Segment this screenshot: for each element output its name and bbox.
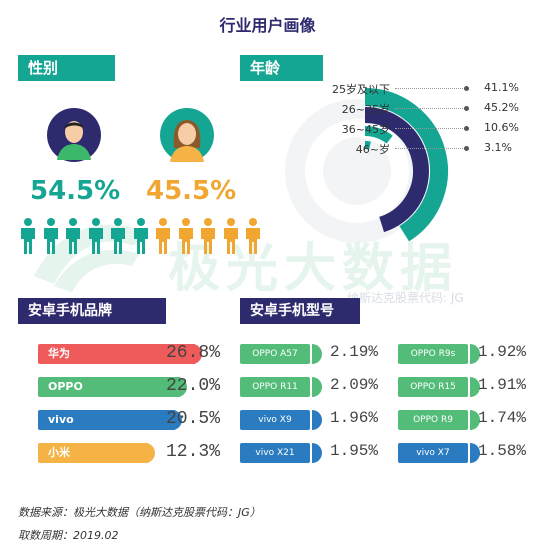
- person-icon: [66, 218, 80, 254]
- section-header-gender: 性别: [18, 55, 115, 81]
- model-value: 1.58%: [478, 442, 527, 460]
- model-bar-cap: [470, 377, 480, 397]
- footer-period: 取数周期：2019.02: [18, 529, 119, 542]
- male-avatar-icon: [47, 108, 101, 162]
- age-leader-line: [395, 148, 465, 149]
- person-icon: [88, 218, 103, 254]
- age-value: 45.2%: [484, 101, 519, 114]
- section-header-age: 年龄: [240, 55, 323, 81]
- model-bar: OPPO R9: [398, 410, 468, 430]
- model-bar: OPPO R11: [240, 377, 310, 397]
- age-leader-dot: [464, 126, 469, 131]
- person-icon: [43, 218, 58, 254]
- model-bar-cap: [312, 344, 322, 364]
- section-header-brand: 安卓手机品牌: [18, 298, 166, 324]
- age-arc-2: [364, 126, 393, 144]
- age-leader-dot: [464, 146, 469, 151]
- gender-people-row: [18, 218, 260, 254]
- model-bar: vivo X9: [240, 410, 310, 430]
- age-leader-dot: [464, 106, 469, 111]
- model-bar-cap: [470, 410, 480, 430]
- brand-bar-cap: [190, 344, 202, 364]
- section-header-model: 安卓手机型号: [240, 298, 360, 324]
- brand-bar-cap: [143, 443, 156, 463]
- person-icon: [246, 218, 260, 254]
- model-value: 2.19%: [330, 343, 379, 361]
- age-label: 36~45岁: [341, 123, 390, 136]
- model-bar: OPPO A57: [240, 344, 310, 364]
- model-value: 1.92%: [478, 343, 527, 361]
- footer-source: 数据来源：极光大数据（纳斯达克股票代码：JG）: [18, 506, 261, 519]
- watermark-subtext: 纳斯达克股票代码: JG: [347, 291, 464, 305]
- model-bar-cap: [312, 410, 322, 430]
- age-arc-0: [364, 88, 448, 242]
- brand-value: 20.5%: [166, 409, 221, 429]
- brand-bar-cap: [169, 410, 182, 430]
- person-icon: [223, 218, 238, 254]
- model-bar: vivo X7: [398, 443, 468, 463]
- model-value: 2.09%: [330, 376, 379, 394]
- model-value: 1.96%: [330, 409, 379, 427]
- age-leader-line: [395, 88, 465, 89]
- model-value: 1.74%: [478, 409, 527, 427]
- female-percentage: 45.5%: [146, 176, 237, 206]
- age-leader-line: [395, 108, 465, 109]
- age-label: 46~岁: [355, 143, 390, 156]
- person-icon: [111, 218, 125, 254]
- model-bar-cap: [312, 377, 322, 397]
- model-value: 1.95%: [330, 442, 379, 460]
- male-percentage: 54.5%: [30, 176, 121, 206]
- age-arc-1: [364, 107, 429, 233]
- brand-bar: vivo: [38, 410, 176, 430]
- model-bar-cap: [312, 443, 322, 463]
- age-leader-line: [395, 128, 465, 129]
- page-title: 行业用户画像: [219, 16, 316, 35]
- watermark-logo-circle: [282, 96, 432, 246]
- age-value: 10.6%: [484, 121, 519, 134]
- age-label: 25岁及以下: [332, 83, 390, 96]
- age-value: 3.1%: [484, 141, 512, 154]
- brand-bar: 小米: [38, 443, 150, 463]
- person-icon: [156, 218, 170, 254]
- model-bar-cap: [470, 344, 480, 364]
- brand-bar-cap: [174, 377, 187, 397]
- brand-value: 22.0%: [166, 376, 221, 396]
- person-icon: [21, 218, 35, 254]
- model-value: 1.91%: [478, 376, 527, 394]
- brand-bar: 华为: [38, 344, 196, 364]
- model-bar-cap: [470, 443, 480, 463]
- female-avatar-icon: [160, 108, 214, 162]
- brand-value: 26.8%: [166, 343, 221, 363]
- watermark-text: 极光大数据: [168, 239, 459, 299]
- person-icon: [178, 218, 193, 254]
- person-icon: [201, 218, 215, 254]
- age-value: 41.1%: [484, 81, 519, 94]
- age-ring-chart: [280, 86, 520, 256]
- brand-bar: OPPO: [38, 377, 181, 397]
- age-label: 26~35岁: [341, 103, 390, 116]
- age-leader-dot: [464, 86, 469, 91]
- brand-value: 12.3%: [166, 442, 221, 462]
- model-bar: OPPO R9s: [398, 344, 468, 364]
- model-bar: OPPO R15: [398, 377, 468, 397]
- person-icon: [133, 218, 148, 254]
- model-bar: vivo X21: [240, 443, 310, 463]
